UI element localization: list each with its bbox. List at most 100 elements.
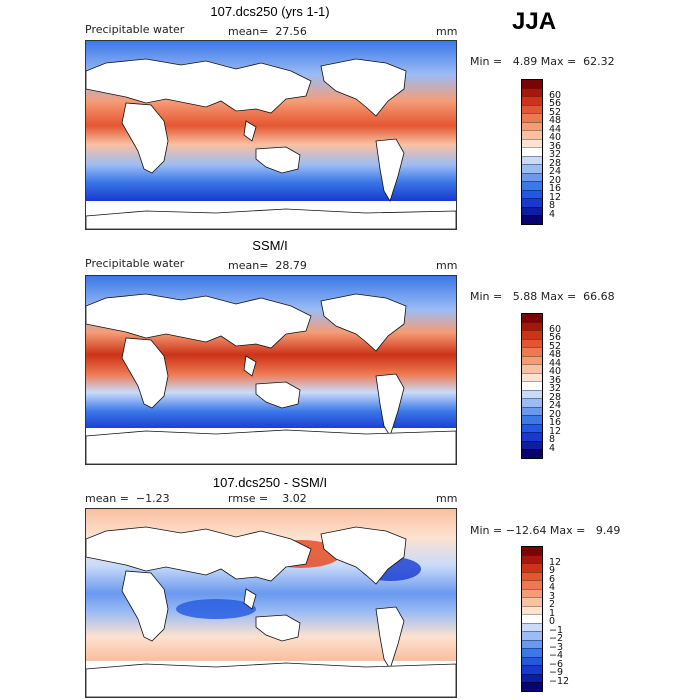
panel3-colorbar-segment bbox=[522, 605, 542, 615]
panel2-colorbar-segment bbox=[522, 321, 542, 331]
panel2-unit: mm bbox=[436, 259, 458, 272]
panel1-colorbar-tick: 36 bbox=[549, 140, 562, 152]
panel3-colorbar-segment bbox=[522, 563, 542, 572]
panel2-colorbar-tick: 16 bbox=[549, 417, 562, 429]
panel1-colorbar-segment bbox=[522, 87, 542, 97]
panel1-colorbar-tick: 44 bbox=[549, 123, 562, 135]
panel3-colorbar-segment bbox=[522, 597, 542, 606]
panel3-colorbar-tick: −9 bbox=[549, 667, 564, 679]
season-label: JJA bbox=[512, 8, 557, 35]
panel1-unit: mm bbox=[436, 25, 458, 38]
panel3-colorbar-segment bbox=[522, 546, 542, 555]
panel3-colorbar-tick: 1 bbox=[549, 607, 556, 619]
panel3-colorbar-segment bbox=[522, 639, 542, 649]
panel1-colorbar-segment bbox=[522, 215, 542, 224]
panel2-colorbar-segment bbox=[522, 406, 542, 416]
panel1-colorbar-segment bbox=[522, 104, 542, 114]
panel3-colorbar-segment bbox=[522, 622, 542, 632]
panel1-colorbar-segment bbox=[522, 189, 542, 199]
panel1-colorbar-segment bbox=[522, 130, 542, 139]
panel1-colorbar-ticks: 4 8 12 16 20 24 28 32 36 40 44 48 52 56 60 bbox=[549, 79, 589, 225]
panel2-colorbar-segment bbox=[522, 449, 542, 458]
panel3-minmax: Min = −12.64 Max = 9.49 bbox=[470, 524, 621, 537]
panel3-colorbar-segment bbox=[522, 648, 542, 657]
panel2-colorbar-segment bbox=[522, 372, 542, 382]
panel2-colorbar-segment bbox=[522, 381, 542, 390]
panel1-colorbar-tick: 60 bbox=[549, 89, 562, 101]
panel3-colorbar-segment bbox=[522, 665, 542, 674]
panel1-colorbar-segment bbox=[522, 147, 542, 156]
panel1-colorbar-tick: 12 bbox=[549, 191, 562, 203]
panel1-continents bbox=[86, 58, 456, 229]
panel3-rmse: rmse = 3.02 bbox=[228, 492, 307, 505]
panel3-title: 107.dcs250 - SSM/I bbox=[212, 475, 328, 490]
panel1-colorbar-tick: 16 bbox=[549, 183, 562, 195]
panel3-colorbar-tick: −12 bbox=[549, 675, 570, 687]
panel2-variable-label: Precipitable water bbox=[85, 257, 185, 270]
panel3-colorbar-tick: −1 bbox=[549, 624, 564, 636]
panel3-colorbar-tick: 4 bbox=[549, 582, 556, 594]
panel3-map-svg bbox=[86, 509, 456, 697]
panel2-colorbar-segment bbox=[522, 338, 542, 348]
panel2-colorbar-tick: 32 bbox=[549, 383, 562, 395]
panel2-colorbar-segment bbox=[522, 432, 542, 441]
panel3-colorbar-segment bbox=[522, 682, 542, 691]
panel3-colorbar-segment bbox=[522, 580, 542, 589]
panel2-colorbar bbox=[521, 313, 543, 459]
panel1-colorbar-tick: 28 bbox=[549, 157, 562, 169]
panel1-colorbar-segment bbox=[522, 96, 542, 105]
panel2-colorbar-tick: 28 bbox=[549, 391, 562, 403]
panel2-colorbar-segment bbox=[522, 355, 542, 365]
panel2-colorbar-tick: 8 bbox=[549, 434, 556, 446]
panel2-mean: mean= 28.79 bbox=[228, 259, 307, 272]
panel3-colorbar-segment bbox=[522, 554, 542, 564]
panel1-colorbar-tick: 32 bbox=[549, 149, 562, 161]
panel2-colorbar-segment bbox=[522, 398, 542, 407]
panel1-colorbar-segment bbox=[522, 121, 542, 131]
panel3-colorbar bbox=[521, 546, 543, 692]
panel1-colorbar-segment bbox=[522, 181, 542, 190]
panel1-colorbar-segment bbox=[522, 138, 542, 148]
panel2-colorbar-tick: 40 bbox=[549, 366, 562, 378]
panel1-variable-label: Precipitable water bbox=[85, 23, 185, 36]
panel2-colorbar-segment bbox=[522, 389, 542, 399]
panel1-colorbar-tick: 48 bbox=[549, 115, 562, 127]
panel1-map-svg bbox=[86, 41, 456, 229]
panel3-colorbar-segment bbox=[522, 571, 542, 581]
panel1-colorbar-segment bbox=[522, 198, 542, 207]
panel3-colorbar-tick: −4 bbox=[549, 650, 564, 662]
panel2-title: SSM/I bbox=[252, 238, 288, 253]
panel3-colorbar-tick: 2 bbox=[549, 599, 556, 611]
panel2-colorbar-segment bbox=[522, 313, 542, 322]
panel1-mean: mean= 27.56 bbox=[228, 25, 307, 38]
panel2-colorbar-tick: 48 bbox=[549, 349, 562, 361]
panel3-colorbar-segment bbox=[522, 673, 542, 683]
panel3-colorbar-tick: −2 bbox=[549, 633, 564, 645]
panel2-colorbar-segment bbox=[522, 330, 542, 339]
panel2-colorbar-tick: 20 bbox=[549, 408, 562, 420]
panel3-colorbar-tick: 9 bbox=[549, 565, 556, 577]
panel3-colorbar-ticks: −12 −9 −6 −4 −3 −2 −1 0 1 2 3 4 6 9 12 bbox=[549, 546, 589, 692]
panel3-map bbox=[85, 508, 457, 698]
panel1-colorbar bbox=[521, 79, 543, 225]
panel3-mean: mean = −1.23 bbox=[85, 492, 170, 505]
panel3-colorbar-tick: 6 bbox=[549, 573, 556, 585]
panel3-colorbar-tick: −3 bbox=[549, 641, 564, 653]
panel1-colorbar-segment bbox=[522, 155, 542, 165]
panel2-colorbar-segment bbox=[522, 440, 542, 450]
panel3-colorbar-tick: −6 bbox=[549, 658, 564, 670]
panel1-map bbox=[85, 40, 457, 230]
panel2-colorbar-segment bbox=[522, 415, 542, 424]
panel2-colorbar-tick: 44 bbox=[549, 357, 562, 369]
panel3-colorbar-tick: 3 bbox=[549, 590, 556, 602]
panel2-continents bbox=[86, 293, 456, 464]
panel1-colorbar-tick: 56 bbox=[549, 98, 562, 110]
panel2-colorbar-tick: 24 bbox=[549, 400, 562, 412]
panel3-unit: mm bbox=[436, 492, 458, 505]
panel1-colorbar-tick: 8 bbox=[549, 200, 556, 212]
panel2-map-svg bbox=[86, 276, 456, 464]
panel2-colorbar-tick: 60 bbox=[549, 323, 562, 335]
panel2-colorbar-ticks: 4 8 12 16 20 24 28 32 36 40 44 48 52 56 60 bbox=[549, 313, 589, 459]
panel3-colorbar-segment bbox=[522, 631, 542, 640]
panel3-colorbar-tick: 0 bbox=[549, 616, 556, 628]
